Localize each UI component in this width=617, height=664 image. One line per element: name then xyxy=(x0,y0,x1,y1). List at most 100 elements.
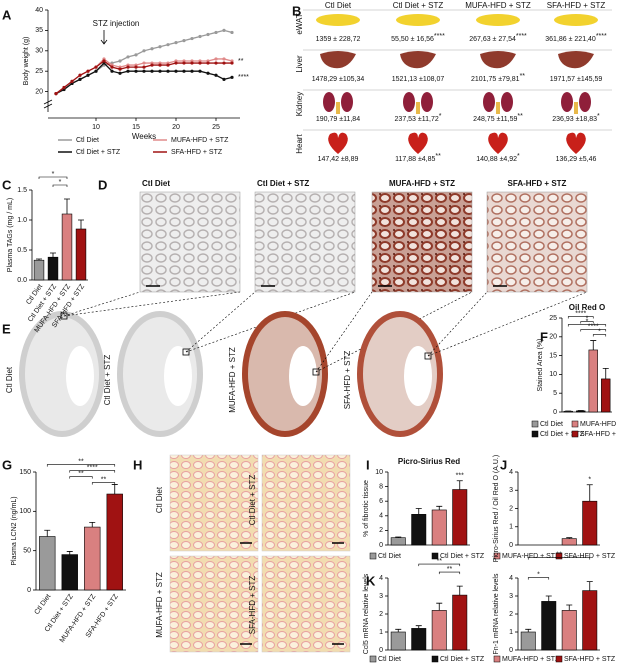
error-bar xyxy=(436,602,443,611)
significance: * xyxy=(52,171,55,178)
y-axis-label: Stained Area (%) xyxy=(537,339,544,392)
micrograph xyxy=(254,191,356,293)
legend-label: Ctl Diet xyxy=(378,656,401,663)
legend-label: MUFA-HFD + STZ xyxy=(580,421,617,428)
y-tick-label: 25 xyxy=(549,315,557,322)
error-bar xyxy=(78,219,84,229)
kidney-medulla xyxy=(164,346,192,406)
fat-icon xyxy=(396,14,440,26)
legend-swatch xyxy=(555,655,563,663)
significance: ** xyxy=(556,551,562,558)
error-bar xyxy=(545,595,552,602)
bar xyxy=(601,378,611,413)
legend-label: Ctl Diet + STZ xyxy=(540,431,585,438)
y-tick-label: 2 xyxy=(379,611,383,618)
panel-letter: A xyxy=(2,7,12,22)
y-tick-label: 20 xyxy=(35,88,43,95)
error-bar xyxy=(566,604,573,611)
significance-bracket xyxy=(69,476,93,479)
panel-letter: H xyxy=(133,457,142,472)
column-header: MUFA-HFD + STZ xyxy=(465,1,531,10)
significance-bracket xyxy=(527,557,591,560)
panel-letter: J xyxy=(500,457,507,472)
bar xyxy=(431,610,447,651)
y-tick-label: 40 xyxy=(35,7,43,14)
y-tick-label: 4 xyxy=(379,513,383,520)
annotation: **** xyxy=(238,74,249,81)
series-line xyxy=(54,57,234,96)
legend-label: Ctl Diet + STZ xyxy=(440,553,485,560)
liver-icon xyxy=(558,51,594,69)
row-label: Kidney xyxy=(295,92,304,116)
micrograph-label: Ctl Diet + STZ xyxy=(248,475,257,526)
bar xyxy=(411,628,427,651)
bar xyxy=(61,554,78,591)
kidney-icon xyxy=(323,92,335,112)
bar xyxy=(452,489,468,546)
bar xyxy=(520,631,536,651)
kidney-icon xyxy=(341,92,353,112)
y-tick-label: 0 xyxy=(379,542,383,549)
kidney-icon xyxy=(403,92,415,112)
zoom-box xyxy=(60,312,68,320)
section-label: SFA-HFD + STZ xyxy=(343,351,352,410)
legend-label: Ctl Diet + STZ xyxy=(76,149,121,156)
kidney-icon xyxy=(561,92,573,112)
row-label: eWAT xyxy=(295,13,304,34)
y-tick-label: 8 xyxy=(379,483,383,490)
error-bar xyxy=(44,529,51,537)
significance: * xyxy=(59,179,62,186)
y-tick-label: 3 xyxy=(509,487,513,494)
bar xyxy=(47,256,59,281)
ureter xyxy=(574,102,578,114)
y-tick-label: 30 xyxy=(35,48,43,55)
zoom-line xyxy=(427,291,488,357)
legend-swatch xyxy=(493,655,501,663)
zoom-box xyxy=(312,368,320,376)
bar xyxy=(411,514,427,546)
bar xyxy=(588,349,598,413)
bar xyxy=(541,601,557,651)
annotation: STZ injection xyxy=(93,19,140,28)
significance: * xyxy=(597,113,600,120)
legend-label: Ctl Diet xyxy=(540,421,563,428)
cell-value: 1971,57 ±145,59 xyxy=(550,76,603,83)
error-bar xyxy=(566,537,573,539)
heart-icon xyxy=(566,132,586,154)
legend-swatch xyxy=(555,552,563,560)
y-axis-label: Picro-Sirius Red / Oil Red O (A.U.) xyxy=(493,455,500,562)
kidney-icon xyxy=(501,92,513,112)
legend-label: MUFA-HFD + STZ xyxy=(502,656,560,663)
significance: * xyxy=(586,315,589,322)
kidney-icon xyxy=(579,92,591,112)
significance-bracket xyxy=(567,324,607,327)
significance-bracket xyxy=(527,577,550,580)
cell-value: 237,53 ±11,72* xyxy=(395,113,442,123)
y-tick-label: 4 xyxy=(509,469,513,476)
series-line xyxy=(54,28,234,96)
error-bar xyxy=(436,505,443,510)
legend-swatch xyxy=(531,420,539,428)
zoom-line xyxy=(63,291,141,317)
cell-value: 147,42 ±8,89 xyxy=(318,156,359,163)
panel-letter: I xyxy=(366,457,370,472)
significance: *** xyxy=(456,473,464,480)
significance: * xyxy=(586,318,589,325)
y-tick-label: 2 xyxy=(509,505,513,512)
cell-value: 136,29 ±5,46 xyxy=(556,156,597,163)
y-axis-label: Plasma TAGs (mg / mL) xyxy=(7,198,14,272)
micrograph-title: MUFA-HFD + STZ xyxy=(389,179,455,188)
bar xyxy=(582,500,598,546)
series-line xyxy=(54,59,234,96)
panel-letter: F xyxy=(540,329,548,344)
section-label: MUFA-HFD + STZ xyxy=(228,347,237,413)
legend-label: Ctl Diet + STZ xyxy=(440,656,485,663)
significance-bracket xyxy=(69,470,116,473)
significance: ** xyxy=(435,153,441,160)
x-axis-label: Weeks xyxy=(132,132,156,141)
panel-letter: D xyxy=(98,177,107,192)
significance-bracket xyxy=(438,571,461,575)
significance: ** xyxy=(78,458,84,465)
bar xyxy=(452,594,468,651)
y-tick-label: 25 xyxy=(35,68,43,75)
